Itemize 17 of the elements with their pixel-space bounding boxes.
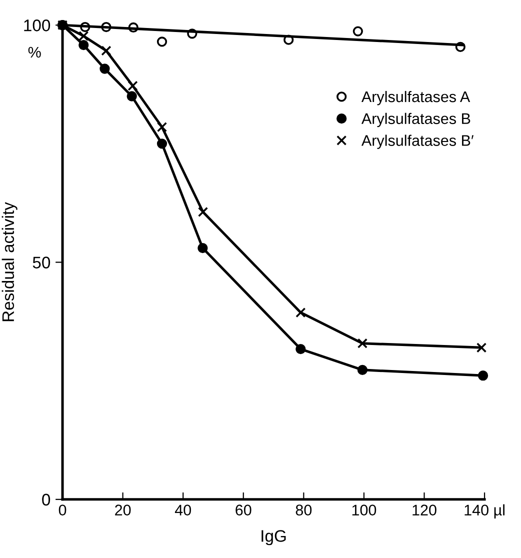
x-tick-label: 0: [58, 504, 66, 516]
x-axis-title: IgG: [262, 530, 286, 546]
x-tick-label: 120: [412, 504, 436, 516]
x-tick-label: 60: [236, 504, 252, 516]
y-axis-title: Residual activity: [2, 202, 18, 322]
x-tick-label: 20: [115, 504, 131, 516]
x-tick-label: 100: [352, 504, 376, 516]
legend-label: Arylsulfatases B′: [361, 134, 474, 149]
text: %: [28, 46, 41, 58]
x-tick-label: 80: [296, 504, 312, 516]
x-tick-label: 140 µl: [464, 504, 504, 519]
y-tick-label: 100: [24, 20, 50, 32]
y-tick-label: 0: [42, 494, 50, 506]
legend-label: Arylsulfatases A: [361, 90, 470, 106]
legend-label: Arylsulfatases B: [361, 112, 470, 128]
x-tick-label: 40: [174, 504, 191, 516]
y-tick-label: 50: [32, 256, 50, 268]
